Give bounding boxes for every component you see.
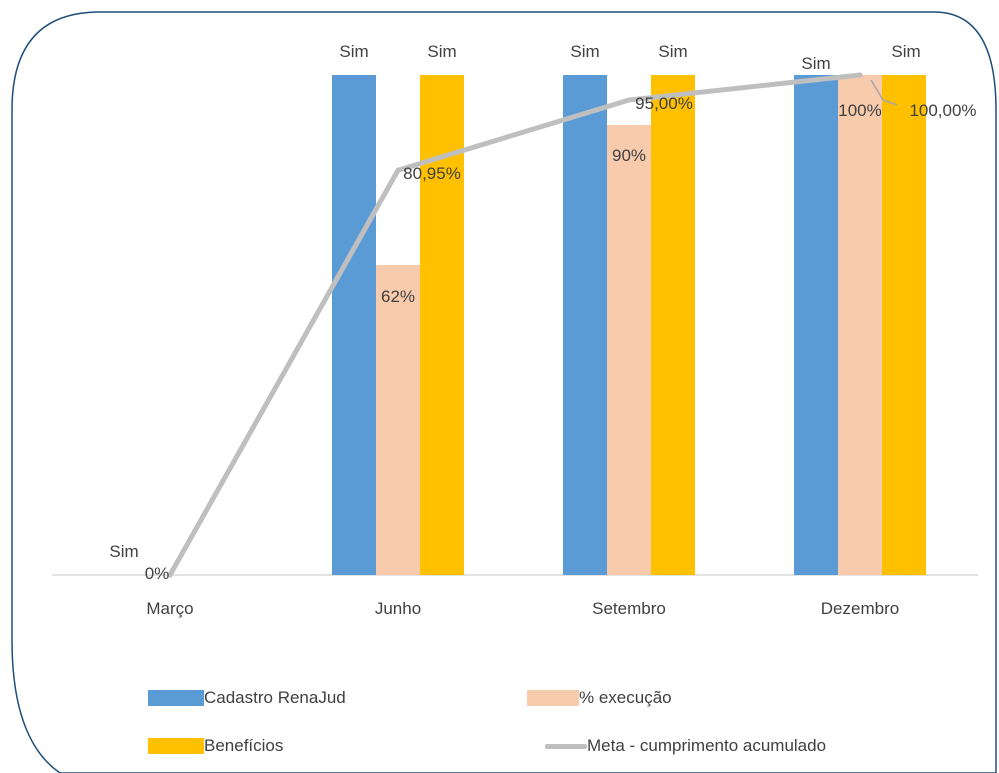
data-label-beneficios-dezembro: Sim [891, 42, 920, 61]
bar-cadastro-renajud-junho [332, 75, 376, 575]
bar-cadastro-renajud-dezembro [794, 75, 838, 575]
series-line-meta [167, 72, 863, 578]
data-label-execucao-junho: 62% [381, 287, 415, 306]
data-label-meta-junho: 80,95% [403, 164, 461, 183]
x-tick-dezembro: Dezembro [821, 599, 899, 618]
labels-layer: Sim Sim Sim Sim Sim Sim Sim 62% 90% 100% 0% 80,95% 9… [109, 42, 976, 583]
data-label-cadastro-marco: Sim [109, 542, 138, 561]
data-label-execucao-dezembro: 100% [838, 101, 881, 120]
x-tick-marco: Março [146, 599, 193, 618]
data-label-meta-dezembro: 100,00% [909, 101, 976, 120]
leader-line-meta-dezembro [870, 79, 898, 106]
data-label-cadastro-setembro: Sim [570, 42, 599, 61]
bar-beneficios-dezembro [882, 75, 926, 575]
point-meta-junho [395, 167, 401, 173]
chart-frame [11, 11, 997, 773]
data-label-execucao-setembro: 90% [612, 146, 646, 165]
line-layer [167, 72, 863, 578]
data-label-meta-setembro: 95,00% [635, 94, 693, 113]
x-tick-labels: Março Junho Setembro Dezembro [146, 599, 899, 618]
bar-execucao-junho [376, 265, 420, 575]
bars-layer [332, 75, 926, 575]
point-meta-dezembro [857, 72, 863, 78]
data-label-cadastro-junho: Sim [339, 42, 368, 61]
data-label-beneficios-junho: Sim [427, 42, 456, 61]
bar-beneficios-setembro [651, 75, 695, 575]
point-meta-marco [167, 572, 173, 578]
data-label-beneficios-setembro: Sim [658, 42, 687, 61]
data-label-meta-marco: 0% [145, 564, 170, 583]
data-label-cadastro-dezembro: Sim [801, 54, 830, 73]
point-meta-setembro [626, 97, 632, 103]
bar-cadastro-renajud-setembro [563, 75, 607, 575]
bar-execucao-setembro [607, 125, 651, 575]
x-tick-setembro: Setembro [592, 599, 666, 618]
bar-execucao-dezembro [838, 75, 882, 575]
x-tick-junho: Junho [375, 599, 421, 618]
